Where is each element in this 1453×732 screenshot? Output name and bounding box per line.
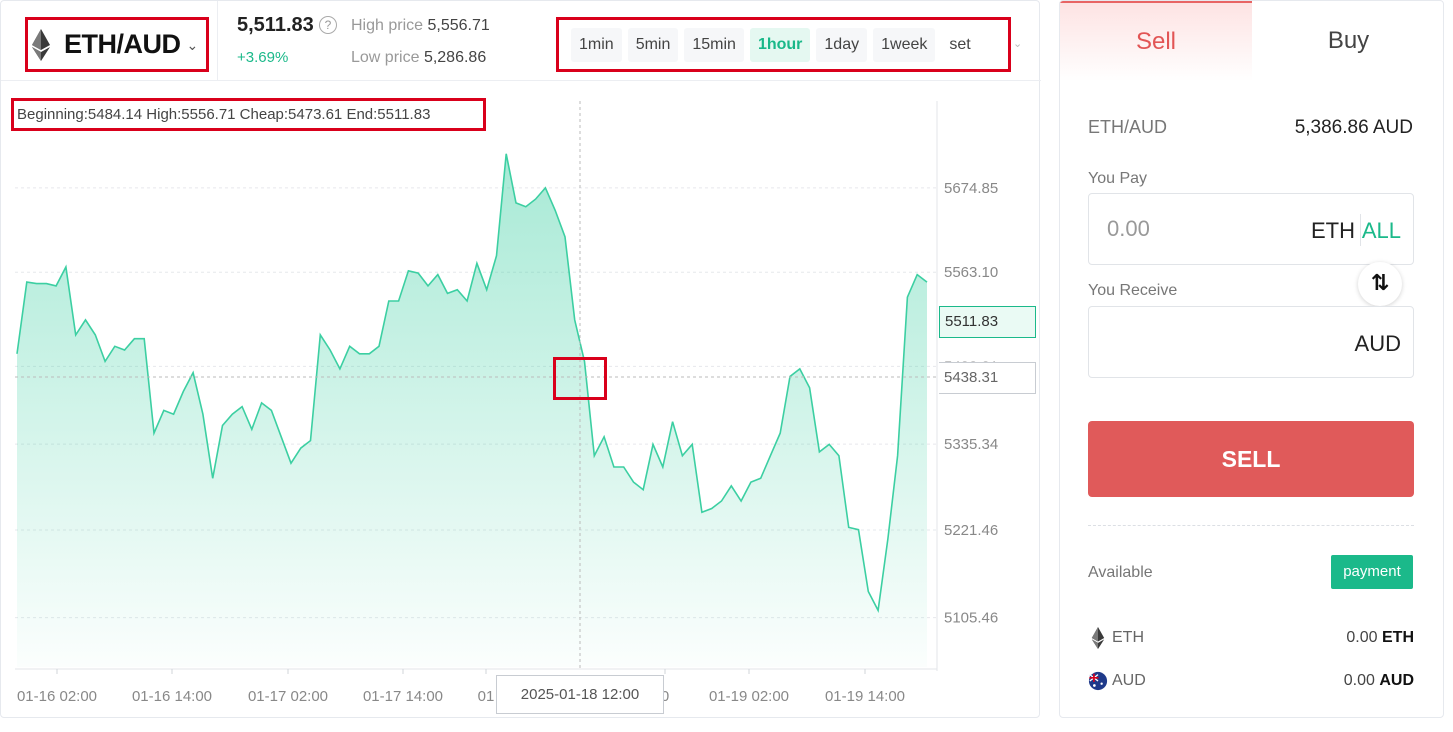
section-divider xyxy=(1088,525,1414,526)
x-axis-ticks: 01-16 02:00 01-16 14:00 01-17 02:00 01-17 1… xyxy=(17,669,905,705)
interval-1week[interactable]: 1week xyxy=(873,27,936,62)
chart-panel: ETH/AUD ⌄ 5,511.83 ? +3.69% High price 5… xyxy=(0,0,1041,718)
balance-unit: ETH xyxy=(1382,629,1414,646)
ohlc-summary: Beginning:5484.14 High:5556.71 Cheap:547… xyxy=(11,98,486,131)
x-tick-label: 01-16 14:00 xyxy=(132,688,212,705)
price-area xyxy=(17,153,927,668)
last-price-tag: 5511.83 xyxy=(939,306,1036,338)
high-price-row: High price 5,556.71 xyxy=(351,17,490,35)
ethereum-icon xyxy=(1091,627,1105,649)
balance-currency: AUD xyxy=(1112,672,1146,689)
x-tick-label: 01-17 02:00 xyxy=(248,688,328,705)
last-price: 5,511.83 xyxy=(237,14,314,36)
receive-label: You Receive xyxy=(1088,282,1178,299)
available-label: Available xyxy=(1088,564,1153,581)
x-tick-label: 01 xyxy=(478,688,495,705)
interval-1hour[interactable]: 1hour xyxy=(749,27,811,62)
low-price-row: Low price 5,286.86 xyxy=(351,49,486,67)
help-icon[interactable]: ? xyxy=(319,16,337,34)
swap-icon[interactable]: ⇅ xyxy=(1358,262,1402,306)
low-price-label: Low price xyxy=(351,49,420,66)
price-line xyxy=(16,153,928,614)
pair-selector[interactable]: ETH/AUD ⌄ xyxy=(25,17,209,72)
price-chart[interactable]: 5674.85 5563.10 5438.31 5335.34 5221.46 5105.… xyxy=(1,81,1039,717)
low-price-value: 5,286.86 xyxy=(423,49,487,66)
pay-input[interactable] xyxy=(1107,216,1277,242)
tab-sell[interactable]: Sell xyxy=(1060,1,1252,81)
interval-15min[interactable]: 15min xyxy=(684,27,744,62)
sell-button[interactable]: SELL xyxy=(1088,421,1414,497)
crosshair-time-label: 2025-01-18 12:00 xyxy=(496,675,664,714)
y-tick-label: 5335.34 xyxy=(944,436,998,453)
interval-selector: 1min 5min 15min 1hour 1day 1week set xyxy=(556,17,1011,72)
high-price-label: High price xyxy=(351,17,424,34)
payment-button[interactable]: payment xyxy=(1331,555,1413,589)
y-tick-label: 5563.10 xyxy=(944,264,998,281)
pair-name: ETH/AUD xyxy=(64,29,181,59)
interval-1min[interactable]: 1min xyxy=(571,27,622,62)
pay-label: You Pay xyxy=(1088,170,1148,187)
ethereum-icon xyxy=(32,28,50,61)
y-axis-ticks: 5674.855563.105438.315335.345221.465105.… xyxy=(944,180,998,627)
x-tick-label: 0 xyxy=(661,688,669,705)
balance-value: 0.00 ETH xyxy=(1346,629,1414,647)
crosshair-price-label: 5438.31 xyxy=(939,362,1036,394)
receive-field[interactable]: AUD xyxy=(1088,306,1414,378)
x-tick-label: 01-19 02:00 xyxy=(709,688,789,705)
pay-unit: ETH xyxy=(1311,218,1355,243)
pay-field: ETH ALL xyxy=(1088,193,1414,265)
x-tick-label: 01-16 02:00 xyxy=(17,688,97,705)
price-change: +3.69% xyxy=(237,49,289,66)
interval-set[interactable]: set xyxy=(949,35,971,53)
x-tick-label: 01-17 14:00 xyxy=(363,688,443,705)
tab-buy[interactable]: Buy xyxy=(1327,27,1370,54)
ticker-header: ETH/AUD ⌄ 5,511.83 ? +3.69% High price 5… xyxy=(1,1,1041,81)
interval-1day[interactable]: 1day xyxy=(816,27,868,62)
highlight-marker xyxy=(553,357,607,400)
trade-pair: ETH/AUD xyxy=(1088,117,1168,137)
balance-row-aud: AUD 0.00 AUD xyxy=(1088,669,1414,695)
balance-value: 0.00 AUD xyxy=(1344,672,1414,690)
balance-currency: ETH xyxy=(1112,629,1144,646)
balance-amount: 0.00 xyxy=(1346,629,1378,646)
receive-unit: AUD xyxy=(1354,331,1401,356)
y-tick-label: 5674.85 xyxy=(944,180,998,197)
all-button[interactable]: ALL xyxy=(1361,218,1401,243)
high-price-value: 5,556.71 xyxy=(427,17,490,34)
y-tick-label: 5221.46 xyxy=(944,522,998,539)
header-divider xyxy=(217,1,218,81)
pay-unit-divider xyxy=(1360,214,1361,246)
interval-5min[interactable]: 5min xyxy=(627,27,679,62)
trade-panel: Sell Buy ETH/AUD 5,386.86 AUD You Pay ET… xyxy=(1059,0,1444,718)
balance-unit: AUD xyxy=(1379,672,1414,689)
australia-flag-icon xyxy=(1088,671,1108,691)
balance-row-eth: ETH 0.00 ETH xyxy=(1088,626,1414,652)
interval-chevron-icon[interactable]: ⌄ xyxy=(1013,38,1023,50)
x-tick-label: 01-19 14:00 xyxy=(825,688,905,705)
y-tick-label: 5105.46 xyxy=(944,610,998,627)
trade-rate: 5,386.86 AUD xyxy=(1294,117,1413,138)
balance-amount: 0.00 xyxy=(1343,672,1375,689)
chevron-down-icon: ⌄ xyxy=(186,37,199,53)
